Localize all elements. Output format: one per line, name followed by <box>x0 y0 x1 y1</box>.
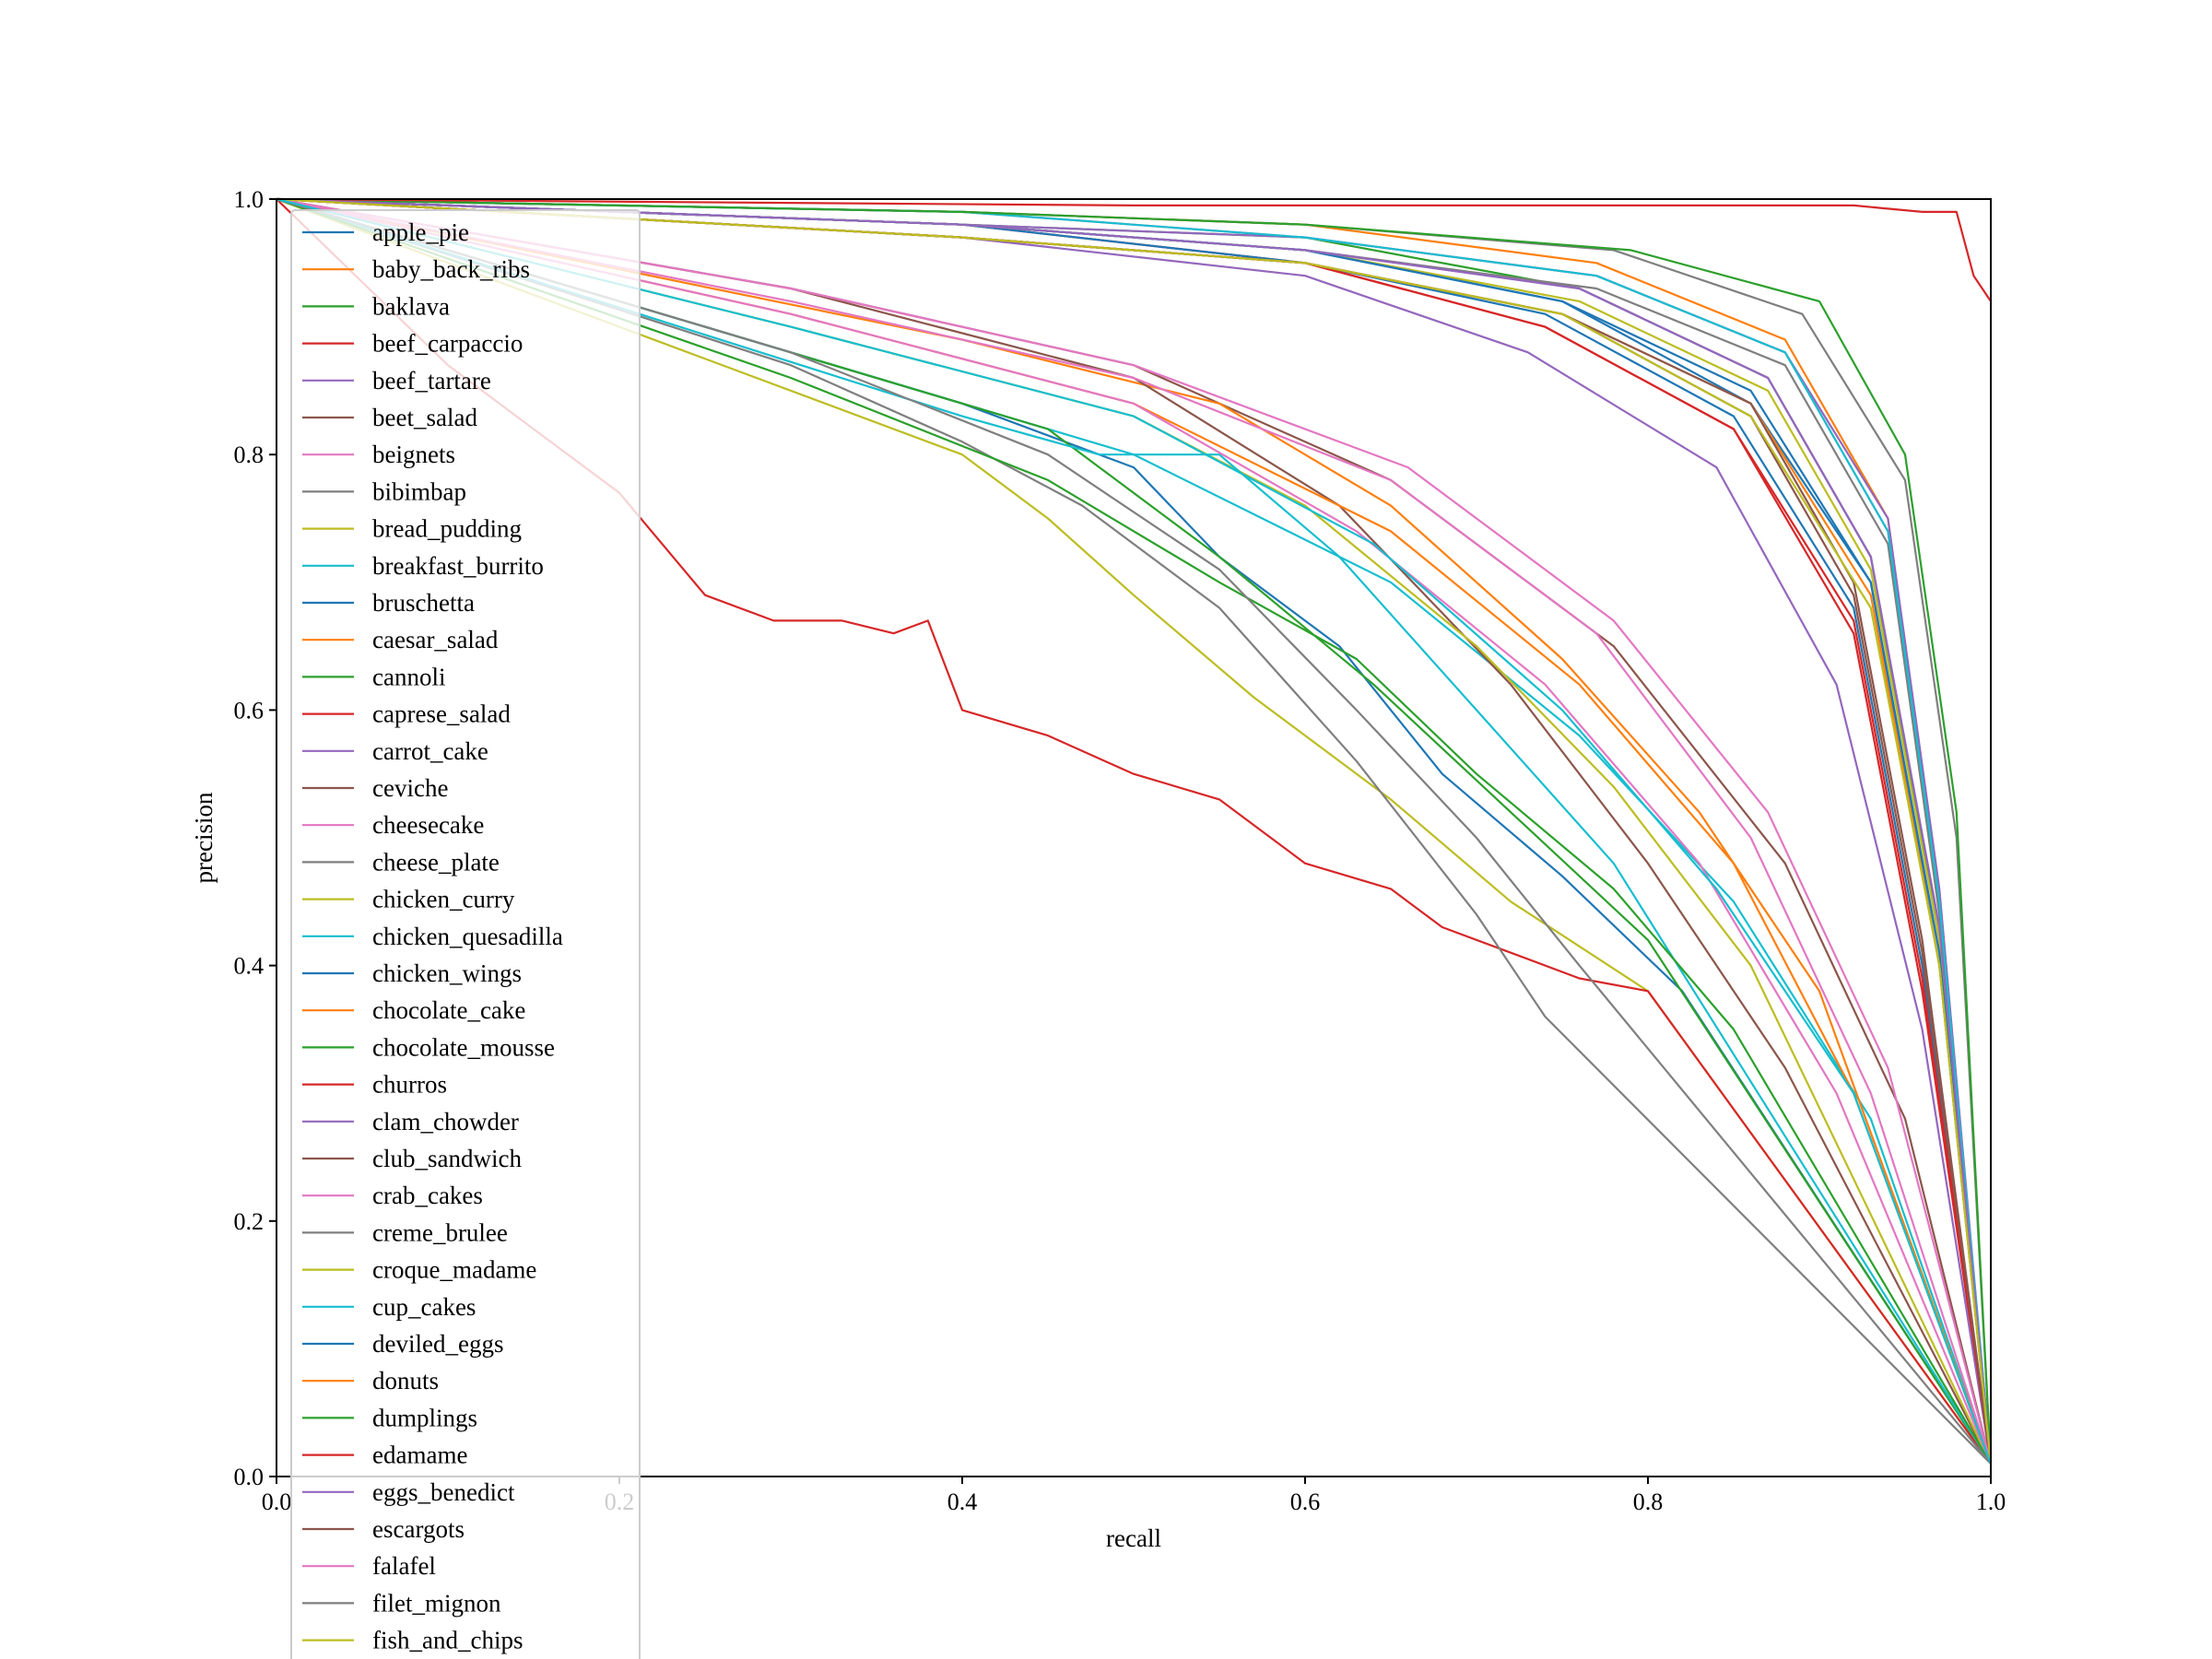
axes-frame <box>276 198 1992 1477</box>
series-line-foie-gras <box>276 197 1991 1465</box>
legend-label: caesar_salad <box>372 626 499 653</box>
series-line-ceviche <box>276 197 1991 1465</box>
series-line-filet-mignon <box>276 197 1991 1465</box>
legend-label: falafel <box>372 1552 436 1580</box>
legend-label: chocolate_mousse <box>372 1033 555 1061</box>
y-tick-label: 0.4 <box>234 953 265 980</box>
series-line-bread-pudding <box>276 197 1991 1465</box>
x-tick-label: 0.4 <box>947 1488 978 1515</box>
series-line-bruschetta <box>276 197 1991 1465</box>
legend-label: edamame <box>372 1441 467 1469</box>
legend-label: bread_pudding <box>372 515 522 543</box>
legend-label: donuts <box>372 1367 439 1394</box>
legend-label: carrot_cake <box>372 737 488 765</box>
y-tick-label: 1.0 <box>234 186 265 213</box>
legend-label: eggs_benedict <box>372 1478 515 1506</box>
series-line-caprese-salad <box>276 198 1991 1465</box>
x-axis-label: recall <box>1106 1524 1161 1552</box>
series-line-cheese-plate <box>276 197 1991 1465</box>
legend-label: filet_mignon <box>372 1589 501 1617</box>
series-line-cannoli <box>276 197 1991 1465</box>
legend-label: chicken_curry <box>372 886 515 913</box>
y-tick-label: 0.0 <box>234 1464 265 1490</box>
legend-label: chicken_wings <box>372 959 522 987</box>
series-line-chocolate-mousse <box>276 197 1991 1465</box>
legend-label: chocolate_cake <box>372 996 525 1024</box>
legend-label: beef_carpaccio <box>372 330 523 358</box>
y-tick-label: 0.2 <box>234 1208 265 1235</box>
legend-label: caprese_salad <box>372 700 511 728</box>
series-line-fish-and-chips <box>276 197 1991 1465</box>
legend-label: baby_back_ribs <box>372 255 530 283</box>
legend-label: croque_madame <box>372 1256 536 1284</box>
series-line-chicken-wings <box>276 197 1991 1465</box>
legend-label: club_sandwich <box>372 1145 522 1172</box>
legend-label: cannoli <box>372 663 445 690</box>
legend-label: fish_and_chips <box>372 1627 523 1654</box>
legend-label: dumplings <box>372 1404 477 1431</box>
series-line-chicken-quesadilla <box>276 197 1991 1465</box>
legend-label: cheese_plate <box>372 848 500 876</box>
plot-lines <box>276 197 1991 1465</box>
y-tick-label: 0.6 <box>234 697 265 724</box>
legend-label: churros <box>372 1071 447 1099</box>
legend-label: apple_pie <box>372 218 469 246</box>
x-tick-label: 0.0 <box>262 1488 292 1515</box>
legend-label: deviled_eggs <box>372 1330 503 1358</box>
legend-label: beef_tartare <box>372 367 491 394</box>
series-line-beef-tartare <box>276 197 1991 1465</box>
legend-label: escargots <box>372 1515 465 1543</box>
series-line-dumplings <box>276 197 1991 1465</box>
legend-label: bruschetta <box>372 589 475 617</box>
legend-label: creme_brulee <box>372 1218 508 1246</box>
series-line-crab-cakes <box>276 197 1991 1465</box>
legend-box <box>290 209 641 1659</box>
legend-label: baklava <box>372 292 450 320</box>
legend-label: chicken_quesadilla <box>372 923 563 950</box>
legend-label: crab_cakes <box>372 1182 483 1209</box>
legend-label: beet_salad <box>372 404 477 431</box>
legend-label: breakfast_burrito <box>372 552 544 580</box>
series-line-cup-cakes <box>276 197 1991 1465</box>
series-line-falafel <box>276 197 1991 1465</box>
series-line-cheesecake <box>276 197 1991 1465</box>
series-line-edamame <box>276 197 1991 302</box>
legend-label: cup_cakes <box>372 1293 476 1321</box>
legend-label: cheesecake <box>372 811 484 839</box>
y-tick-label: 0.8 <box>234 441 265 468</box>
series-line-caesar-salad <box>276 197 1991 1465</box>
x-tick-label: 0.8 <box>1633 1488 1664 1515</box>
y-axis-ticks: 0.0 0.2 0.4 0.6 0.8 1.0 <box>234 186 276 1490</box>
x-tick-label: 1.0 <box>1976 1488 2006 1515</box>
legend-label: ceviche <box>372 774 448 802</box>
series-line-eggs-benedict <box>276 197 1991 1465</box>
y-axis-label: precision <box>190 792 218 883</box>
legend-label: clam_chowder <box>372 1108 519 1135</box>
x-tick-label: 0.6 <box>1290 1488 1321 1515</box>
legend-label: beignets <box>372 441 455 468</box>
legend-label: bibimbap <box>372 477 466 505</box>
